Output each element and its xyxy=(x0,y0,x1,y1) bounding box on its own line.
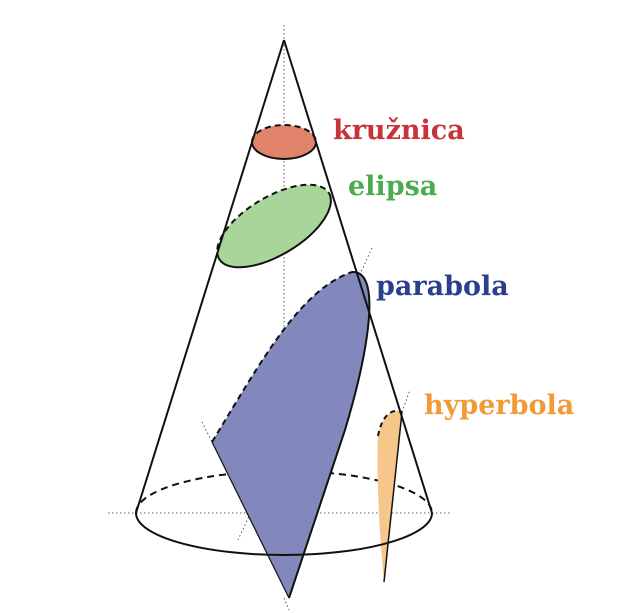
parabola-plane-extension-bottom xyxy=(283,597,290,611)
circle-section-fill xyxy=(252,125,316,159)
circle-section-front-edge xyxy=(251,141,317,160)
parabola-label: parabola xyxy=(376,271,509,302)
parabola-back-edge xyxy=(211,271,353,443)
circle-section xyxy=(251,124,317,160)
cone-right-side xyxy=(283,39,433,514)
ellipse-label: elipsa xyxy=(348,171,437,202)
cone-base-front xyxy=(135,512,433,556)
parabola-plane-extension-top xyxy=(201,421,213,443)
circle-label: kružnica xyxy=(333,115,465,146)
hyperbola-label: hyperbola xyxy=(424,390,574,421)
hyperbola-plane-extension xyxy=(401,389,411,413)
cone-outline xyxy=(135,39,433,556)
parabola-section xyxy=(211,270,371,599)
hyperbola-section xyxy=(377,410,403,583)
hyperbola-plane-edge xyxy=(383,411,403,583)
ellipse-section-fill xyxy=(217,184,331,268)
parabola-front-edge xyxy=(288,270,371,599)
parabola-cutting-line xyxy=(211,441,290,599)
cone-left-side xyxy=(135,39,285,514)
parabola-section-fill xyxy=(212,271,370,598)
ellipse-section-back-edge xyxy=(216,183,330,260)
ellipse-section xyxy=(216,183,332,269)
ellipse-section-front-edge xyxy=(218,192,332,269)
hyperbola-section-fill xyxy=(377,410,402,582)
